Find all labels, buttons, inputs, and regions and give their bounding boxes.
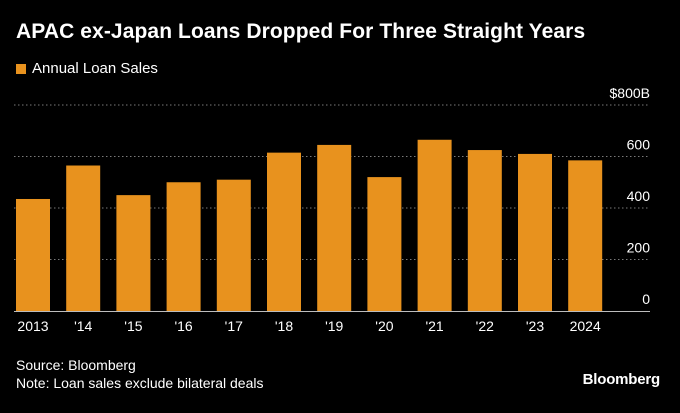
x-tick-label: '19 xyxy=(325,318,343,334)
chart-title: APAC ex-Japan Loans Dropped For Three St… xyxy=(16,20,586,43)
x-tick-label: '21 xyxy=(425,318,443,334)
bloomberg-logo: Bloomberg xyxy=(582,371,661,388)
x-tick-label: 2013 xyxy=(17,318,48,334)
x-tick-label: '16 xyxy=(174,318,192,334)
bar xyxy=(467,150,502,311)
x-tick-label: '17 xyxy=(225,318,243,334)
x-tick-label: '15 xyxy=(124,318,142,334)
bar xyxy=(66,165,101,311)
y-tick-label: 400 xyxy=(627,188,651,204)
footnote: Note: Loan sales exclude bilateral deals xyxy=(16,375,264,391)
bar xyxy=(166,182,201,311)
y-tick-label: 0 xyxy=(642,291,650,307)
bar xyxy=(417,139,452,311)
x-tick-label: '18 xyxy=(275,318,293,334)
bar xyxy=(267,152,301,311)
x-tick-label: '23 xyxy=(526,318,544,334)
bar xyxy=(317,144,352,311)
y-tick-label: 200 xyxy=(627,240,651,256)
x-tick-label: '20 xyxy=(375,318,393,334)
legend-label: Annual Loan Sales xyxy=(32,60,158,77)
bar xyxy=(116,195,151,311)
legend: Annual Loan Sales xyxy=(16,60,158,77)
bar xyxy=(16,198,50,311)
bar xyxy=(367,177,402,311)
legend-swatch xyxy=(16,63,26,74)
x-tick-label: '22 xyxy=(476,318,494,334)
x-tick-label: 2024 xyxy=(570,318,601,334)
bar xyxy=(568,160,603,311)
bar xyxy=(518,153,552,311)
y-tick-label: $800B xyxy=(610,85,650,101)
source-note: Source: Bloomberg xyxy=(16,357,136,373)
x-tick-label: '14 xyxy=(74,318,92,334)
y-tick-label: 600 xyxy=(627,137,651,153)
bar xyxy=(216,179,251,311)
